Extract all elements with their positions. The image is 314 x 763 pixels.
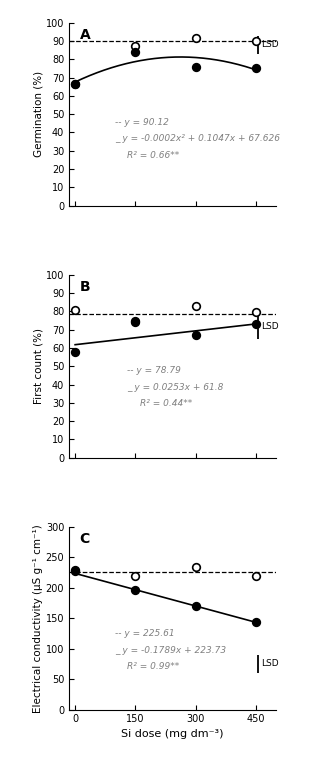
- Text: R² = 0.99**: R² = 0.99**: [127, 662, 179, 671]
- Text: R² = 0.66**: R² = 0.66**: [127, 151, 179, 159]
- Text: LSD: LSD: [262, 40, 279, 50]
- Text: _ y = -0.0002x² + 0.1047x + 67.626: _ y = -0.0002x² + 0.1047x + 67.626: [115, 134, 280, 143]
- Text: _ y = -0.1789x + 223.73: _ y = -0.1789x + 223.73: [115, 645, 226, 655]
- Text: R² = 0.44**: R² = 0.44**: [139, 399, 192, 408]
- Y-axis label: Electrical conductivity (µS g⁻¹ cm⁻¹): Electrical conductivity (µS g⁻¹ cm⁻¹): [33, 524, 43, 713]
- Text: -- y = 78.79: -- y = 78.79: [127, 366, 181, 375]
- Text: LSD: LSD: [262, 659, 279, 668]
- Text: A: A: [79, 28, 90, 43]
- Y-axis label: Germination (%): Germination (%): [33, 71, 43, 157]
- Text: C: C: [79, 533, 90, 546]
- Text: -- y = 225.61: -- y = 225.61: [115, 629, 174, 638]
- Y-axis label: First count (%): First count (%): [33, 328, 43, 404]
- Text: -- y = 90.12: -- y = 90.12: [115, 118, 169, 127]
- Text: B: B: [79, 281, 90, 295]
- X-axis label: Si dose (mg dm⁻³): Si dose (mg dm⁻³): [122, 729, 224, 739]
- Text: LSD: LSD: [262, 321, 279, 330]
- Text: _ y = 0.0253x + 61.8: _ y = 0.0253x + 61.8: [127, 383, 224, 391]
